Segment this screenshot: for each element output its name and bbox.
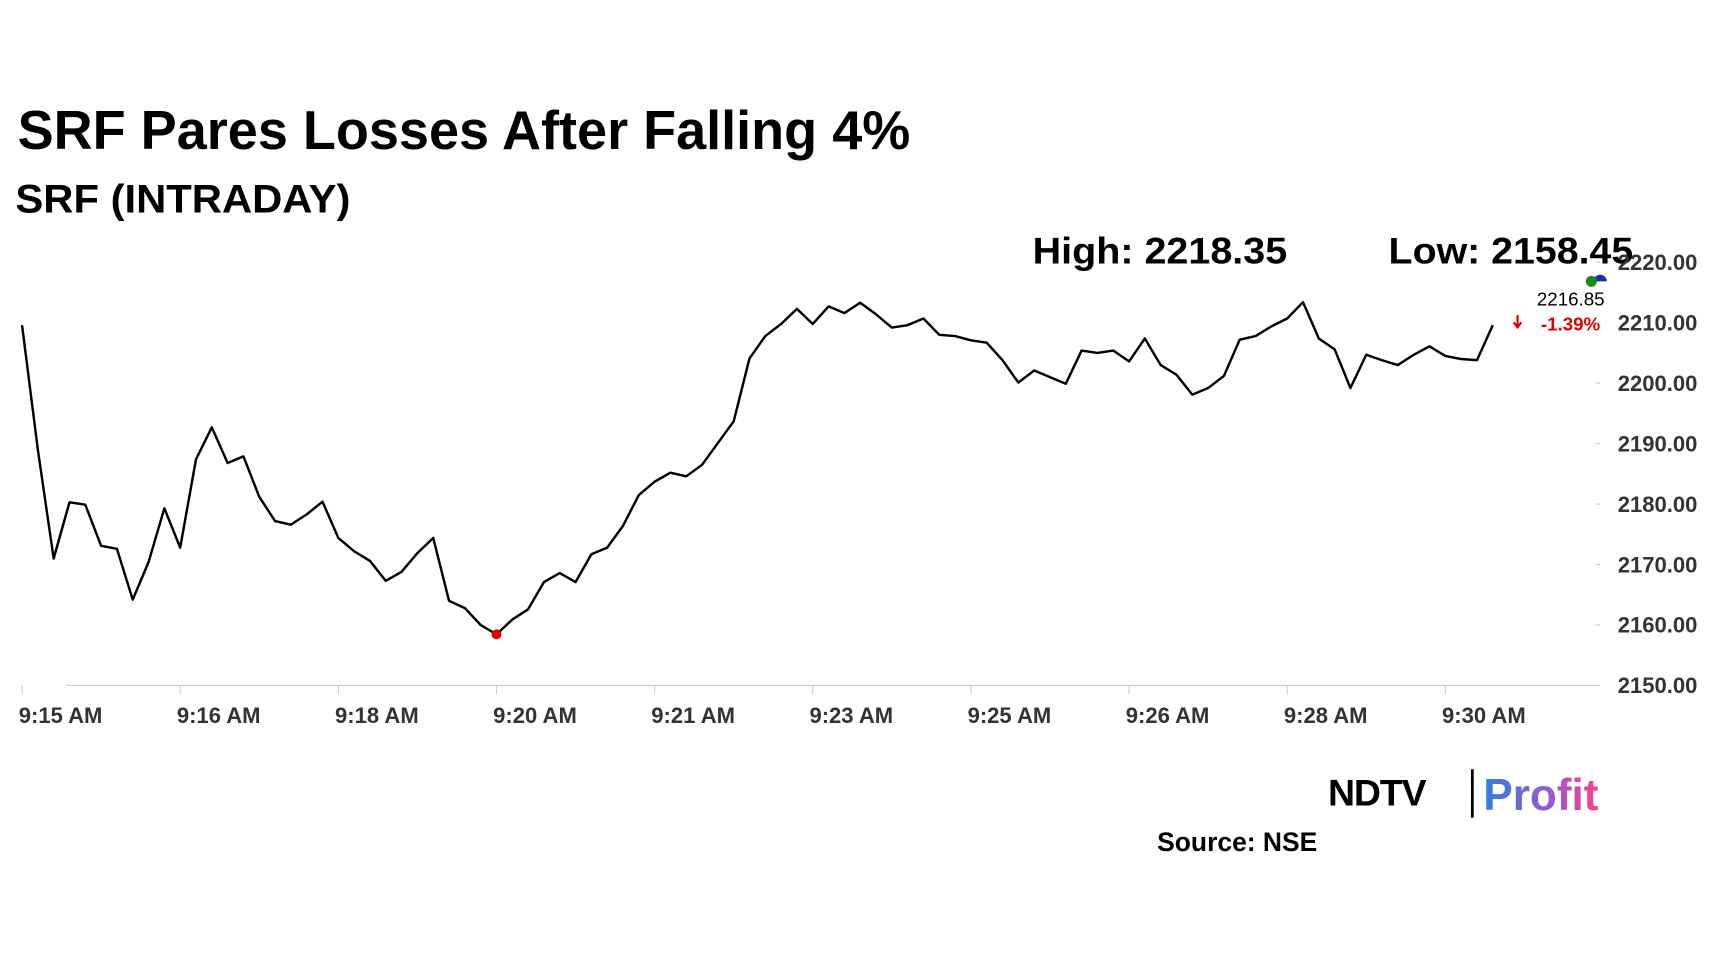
price-line <box>20 300 1494 636</box>
y-tick-label: 2210.00 <box>1618 310 1698 335</box>
y-tick-label: 2180.00 <box>1618 492 1698 517</box>
y-tick-label: 2220.00 <box>1618 250 1698 275</box>
down-arrow-icon <box>1512 315 1523 330</box>
low-marker <box>491 629 502 640</box>
logo-left: NDTV <box>1328 772 1427 814</box>
x-tick-label: 9:21 AM <box>651 703 735 728</box>
change-label: -1.39% <box>1541 314 1601 335</box>
x-tick-label: 9:30 AM <box>1442 703 1526 728</box>
x-tick-label: 9:23 AM <box>809 703 893 728</box>
x-tick-label: 9:28 AM <box>1284 703 1368 728</box>
x-tick-label: 9:25 AM <box>968 703 1052 728</box>
y-tick-label: 2150.00 <box>1618 673 1698 698</box>
last-marker <box>1585 275 1597 287</box>
high-label: High: 2218.35 <box>1033 229 1288 271</box>
chart-title: SRF Pares Losses After Falling 4% <box>18 99 911 161</box>
y-tick-label: 2190.00 <box>1618 431 1698 456</box>
x-tick-label: 9:26 AM <box>1126 703 1210 728</box>
chart-subtitle: SRF (INTRADAY) <box>15 178 350 222</box>
x-tick-label: 9:15 AM <box>19 703 103 728</box>
source-label: Source: NSE <box>1157 827 1317 857</box>
x-tick-label: 9:20 AM <box>493 703 577 728</box>
low-label: Low: 2158.45 <box>1389 229 1634 271</box>
y-tick-label: 2170.00 <box>1618 552 1698 577</box>
y-tick-label: 2160.00 <box>1618 613 1698 638</box>
last-price-label: 2216.85 <box>1537 288 1605 309</box>
x-tick-label: 9:18 AM <box>335 703 419 728</box>
x-tick-label: 9:16 AM <box>177 703 261 728</box>
logo-right: Profit <box>1483 771 1598 820</box>
y-tick-label: 2200.00 <box>1618 371 1698 396</box>
last-marker-half <box>1593 274 1607 282</box>
